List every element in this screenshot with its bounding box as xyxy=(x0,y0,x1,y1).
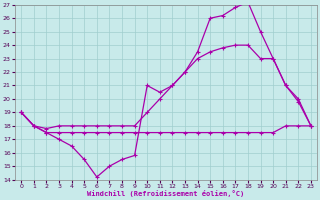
X-axis label: Windchill (Refroidissement éolien,°C): Windchill (Refroidissement éolien,°C) xyxy=(87,190,245,197)
